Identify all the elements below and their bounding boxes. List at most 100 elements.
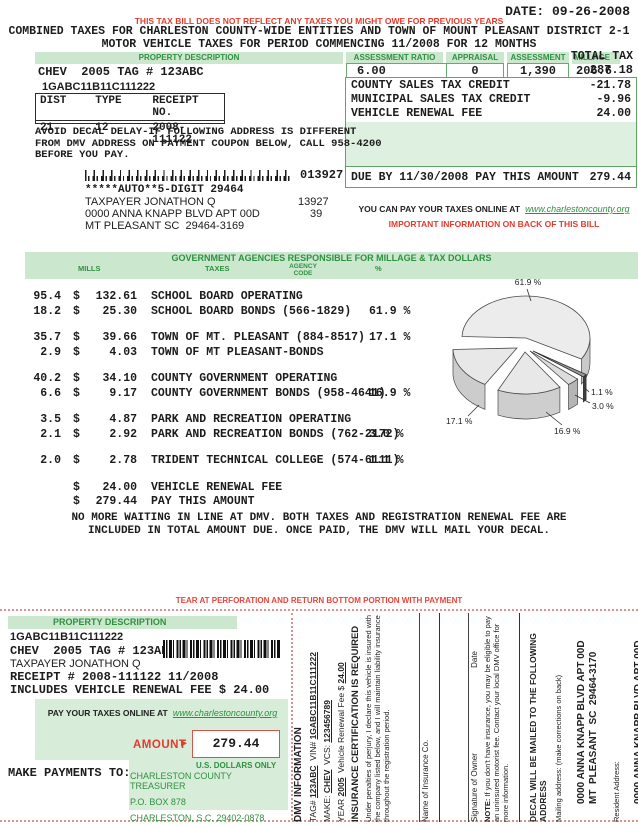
dollar-sign: $ bbox=[73, 304, 80, 318]
taxpayer-street: 0000 ANNA KNAPP BLVD APT 00D bbox=[85, 208, 260, 220]
credit-row: COUNTY SALES TAX CREDIT -21.78 bbox=[346, 78, 636, 92]
agency-mills: 40.2 bbox=[33, 372, 61, 385]
make-value: CHEV bbox=[322, 769, 332, 794]
dollar-sign: $ bbox=[73, 345, 80, 359]
payment-white-notch bbox=[0, 760, 129, 812]
insurance-co-line[interactable] bbox=[405, 613, 420, 822]
pie-label-county: 16.9 % bbox=[554, 426, 581, 436]
bill-title-line2: MOTOR VEHICLE TAXES FOR PERIOD COMMENCIN… bbox=[101, 38, 537, 51]
vehicle-description: CHEV 2005 TAG # 123ABC bbox=[38, 65, 204, 79]
agency-row: 40.2 $ 34.10 COUNTY GOVERNMENT OPERATING bbox=[25, 372, 455, 387]
resident-address-label: Resident Address: bbox=[612, 761, 621, 822]
vcs-label: VCS: bbox=[322, 744, 332, 765]
credits-box-filler bbox=[346, 122, 636, 167]
dollar-sign: $ bbox=[73, 413, 80, 426]
coupon-pay-link[interactable]: www.charlestoncounty.org bbox=[172, 708, 278, 718]
amount-label: AMOUNT bbox=[133, 739, 187, 751]
coupon-receipt: RECEIPT # 2008-111122 bbox=[10, 670, 162, 684]
bill-title-line1: COMBINED TAXES FOR CHARLESTON COUNTY-WID… bbox=[8, 25, 630, 38]
coupon-includes-fee: INCLUDES VEHICLE RENEWAL FEE $ 24.00 bbox=[10, 683, 270, 697]
vcs-value: 123456789 bbox=[322, 700, 332, 743]
col-property-description: PROPERTY DESCRIPTION bbox=[35, 52, 343, 64]
insurance-cert-title: INSURANCE CERTIFICATION IS REQUIRED bbox=[350, 625, 361, 822]
leader-trident bbox=[583, 386, 590, 393]
col-assessment-ratio: ASSESSMENT RATIO bbox=[346, 52, 443, 64]
mailing-address-line1: 0000 ANNA KNAPP BLVD APT 00D bbox=[576, 640, 587, 804]
make-payments-to: MAKE PAYMENTS TO: bbox=[8, 766, 131, 780]
coupon-vin: 1GABC11B11C111222 bbox=[10, 631, 124, 643]
perforation-line-bottom bbox=[0, 820, 638, 822]
due-row: DUE BY 11/30/2008 PAY THIS AMOUNT 279.44 bbox=[346, 166, 636, 187]
agency-tax: 4.87 bbox=[109, 413, 137, 426]
due-amount: 279.44 bbox=[589, 170, 631, 184]
agency-row: $ 279.44 PAY THIS AMOUNT bbox=[25, 495, 455, 510]
agency-tax: 34.10 bbox=[102, 372, 137, 385]
pay-online-prefix: YOU CAN PAY YOUR TAXES ONLINE AT bbox=[358, 204, 521, 214]
agency-code-line2: CODE bbox=[293, 270, 313, 277]
coupon-taxpayer: TAXPAYER JONATHON Q bbox=[10, 658, 141, 670]
credit-amount: -9.96 bbox=[596, 93, 631, 106]
year-value: 2005 bbox=[336, 777, 346, 797]
dollar-sign: $ bbox=[73, 331, 80, 344]
stub-divider-1 bbox=[439, 613, 440, 822]
note-text: If you don't have insurance, you may be … bbox=[483, 616, 510, 822]
amount-box: 279.44 bbox=[192, 730, 280, 758]
taxpayer-name: TAXPAYER JONATHON Q bbox=[85, 196, 216, 208]
pay-online-link[interactable]: www.charlestoncounty.org bbox=[525, 204, 630, 214]
agency-code-line1: AGENCY bbox=[289, 263, 317, 270]
dollar-sign: $ bbox=[73, 290, 80, 303]
agency-pct: 3.0 % bbox=[369, 427, 404, 441]
us-dollars-only: U.S. DOLLARS ONLY bbox=[196, 761, 277, 770]
pct-column-header: % bbox=[375, 264, 382, 273]
leader-park bbox=[574, 394, 591, 404]
make-vcs-line: MAKE: CHEV VCS: 123456789 bbox=[322, 613, 332, 822]
perforation-notice: TEAR AT PERFORATION AND RETURN BOTTOM PO… bbox=[175, 596, 463, 605]
agency-name: PAY THIS AMOUNT bbox=[151, 495, 255, 508]
agency-mills: 18.2 bbox=[33, 304, 61, 318]
agency-tax: 279.44 bbox=[95, 495, 137, 508]
credit-rows: COUNTY SALES TAX CREDIT -21.78 MUNICIPAL… bbox=[346, 78, 636, 120]
receipt-table: DIST TYPE RECEIPT NO. 21 12 2008-111122 bbox=[35, 93, 225, 146]
coupon-property-header: PROPERTY DESCRIPTION bbox=[8, 616, 237, 629]
agency-mills: 95.4 bbox=[33, 290, 61, 303]
pie-slice-county bbox=[497, 351, 561, 395]
agency-code-column-header: AGENCY CODE bbox=[273, 263, 333, 277]
year-fee-line: YEAR 2005 Vehicle Renewal Fee $ 24.00 bbox=[336, 613, 346, 822]
treasurer-line: P.O. BOX 878 bbox=[130, 797, 186, 807]
vin-value: 1GABC11B11C111222 bbox=[308, 651, 318, 740]
agency-pct: 1.1 % bbox=[369, 454, 404, 467]
tag-value: 123ABC bbox=[308, 765, 318, 799]
tag-vin-line: TAG# 123ABC VIN# 1GABC11B11C111222 bbox=[308, 613, 318, 822]
fee-label: Vehicle Renewal Fee $ bbox=[336, 685, 346, 773]
coupon-pay-online-line: PAY YOUR TAXES ONLINE AT www.charlestonc… bbox=[45, 708, 280, 719]
agency-row: 18.2 $ 25.30 SCHOOL BOARD BONDS (566-182… bbox=[25, 305, 455, 320]
coupon-vertical-divider bbox=[291, 613, 293, 820]
agencies-band: GOVERNMENT AGENCIES RESPONSIBLE FOR MILL… bbox=[25, 252, 638, 279]
agency-name: VEHICLE RENEWAL FEE bbox=[151, 480, 283, 494]
dollar-sign: $ bbox=[73, 480, 80, 494]
signature-of-owner-label: Signature of Owner bbox=[470, 753, 479, 822]
assessment-value: 1,390 bbox=[507, 63, 569, 79]
perforation-line-top bbox=[0, 609, 638, 611]
agency-name: TOWN OF MT PLEASANT-BONDS bbox=[151, 345, 324, 359]
dist-value: 21 bbox=[40, 122, 54, 134]
agency-name: COUNTY GOVERNMENT BONDS (958-4641) bbox=[151, 386, 386, 400]
agency-name: COUNTY GOVERNMENT OPERATING bbox=[151, 372, 338, 385]
tag-label: TAG# bbox=[308, 800, 318, 822]
due-label: DUE BY 11/30/2008 PAY THIS AMOUNT bbox=[351, 170, 579, 184]
mailing-address-line2: MT PLEASANT SC 29464-3170 bbox=[588, 651, 599, 804]
agency-tax: 9.17 bbox=[109, 386, 137, 400]
agency-row: 3.5 $ 4.87 PARK AND RECREATION OPERATING bbox=[25, 413, 455, 428]
type-header: TYPE bbox=[95, 95, 122, 107]
signature-line[interactable] bbox=[454, 613, 469, 822]
leader-county bbox=[545, 411, 563, 426]
mills-column-header: MILLS bbox=[78, 264, 101, 273]
barcode-number: 013927 bbox=[300, 168, 344, 182]
street-code: 39 bbox=[310, 208, 323, 220]
agency-pct: 61.9 % bbox=[369, 304, 411, 318]
dmv-information-title: DMV INFORMATION bbox=[293, 727, 304, 822]
credit-amount: -21.78 bbox=[589, 79, 631, 92]
agency-name: PARK AND RECREATION BONDS (762-2172) bbox=[151, 427, 400, 441]
credit-amount: 24.00 bbox=[596, 107, 631, 120]
leader-town bbox=[467, 404, 480, 417]
